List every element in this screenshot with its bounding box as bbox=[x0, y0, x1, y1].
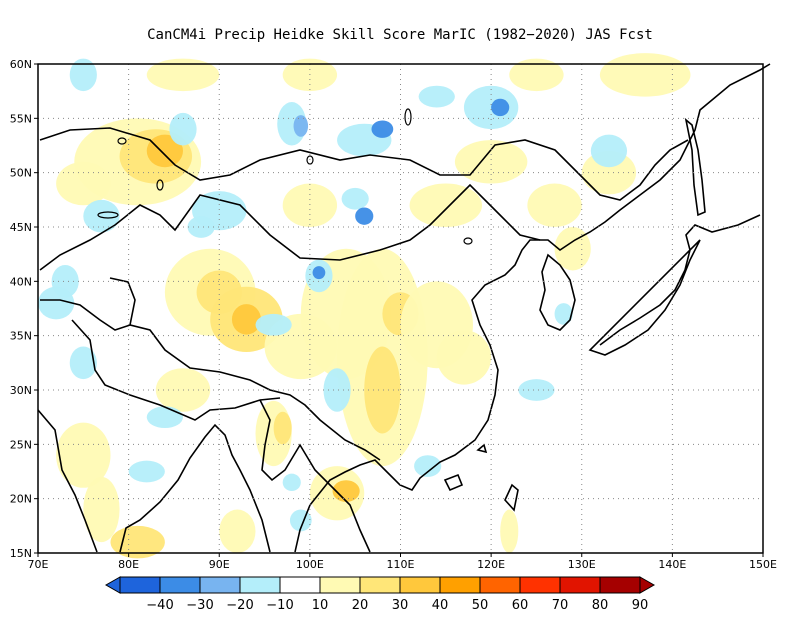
lon-tick-label: 70E bbox=[28, 558, 49, 571]
skill-patch bbox=[128, 460, 165, 483]
skill-patch bbox=[169, 112, 197, 146]
colorbar-label: −30 bbox=[186, 598, 213, 613]
lon-tick-label: 140E bbox=[658, 558, 686, 571]
lakes bbox=[97, 108, 473, 245]
colorbar-swatch bbox=[199, 576, 241, 594]
skill-patch bbox=[282, 473, 301, 492]
skill-patch bbox=[599, 53, 691, 97]
latitude-labels: 15N 20N 25N 30N 35N 40N 45N 50N 55N 60N bbox=[10, 58, 38, 560]
skill-patch bbox=[219, 509, 256, 553]
colorbar-label: 50 bbox=[472, 598, 489, 613]
lat-tick-label: 60N bbox=[10, 58, 32, 71]
skill-patch bbox=[454, 140, 528, 184]
colorbar-swatch bbox=[279, 576, 321, 594]
colorbar-swatch bbox=[359, 576, 401, 594]
colorbar-swatch bbox=[119, 576, 161, 594]
colorbar-swatch bbox=[599, 576, 641, 594]
skill-patch bbox=[500, 509, 519, 553]
skill-patch bbox=[56, 422, 111, 488]
lon-tick-label: 120E bbox=[477, 558, 505, 571]
lat-tick-label: 50N bbox=[10, 167, 32, 180]
coastlines bbox=[37, 63, 771, 553]
skill-patch bbox=[273, 411, 292, 445]
skill-patch bbox=[146, 134, 183, 168]
skill-patch bbox=[83, 199, 120, 233]
colorbar-label: −40 bbox=[146, 598, 173, 613]
colorbar-swatch bbox=[559, 576, 601, 594]
colorbar-label: 60 bbox=[512, 598, 529, 613]
colorbar-swatch bbox=[399, 576, 441, 594]
lat-tick-label: 15N bbox=[10, 547, 32, 560]
skill-patch bbox=[187, 216, 215, 238]
skill-patch bbox=[69, 346, 97, 380]
skill-patch bbox=[332, 480, 360, 502]
colorbar-low-arrow bbox=[104, 576, 121, 594]
colorbar-swatch bbox=[519, 576, 561, 594]
skill-patch bbox=[38, 286, 75, 320]
skill-patch bbox=[69, 58, 97, 92]
colorbar-swatch bbox=[319, 576, 361, 594]
skill-patch bbox=[414, 455, 442, 477]
lat-tick-label: 55N bbox=[10, 112, 32, 125]
skill-patch bbox=[146, 406, 183, 429]
colorbar-label: 20 bbox=[352, 598, 369, 613]
lat-tick-label: 45N bbox=[10, 221, 32, 234]
skill-patch bbox=[518, 379, 555, 401]
skill-patch bbox=[323, 368, 351, 412]
lat-tick-label: 40N bbox=[10, 275, 32, 288]
skill-patch bbox=[282, 183, 338, 227]
skill-patch bbox=[355, 207, 374, 225]
skill-patch bbox=[56, 161, 111, 206]
colorbar-label: −20 bbox=[226, 598, 253, 613]
skill-patch bbox=[491, 98, 510, 117]
longitude-labels: 70E 80E 90E 100E 110E 120E 130E 140E 150E bbox=[28, 553, 777, 571]
lon-tick-label: 110E bbox=[387, 558, 415, 571]
lon-tick-label: 130E bbox=[568, 558, 596, 571]
lat-tick-label: 25N bbox=[10, 438, 32, 451]
skill-patch bbox=[436, 330, 492, 385]
colorbar-label: 70 bbox=[552, 598, 569, 613]
colorbar-swatch bbox=[439, 576, 481, 594]
skill-patch bbox=[255, 313, 292, 336]
colorbar-swatch bbox=[159, 576, 201, 594]
skill-patch bbox=[83, 476, 120, 543]
skill-patch bbox=[418, 85, 455, 108]
colorbar-label: 30 bbox=[392, 598, 409, 613]
skill-patch bbox=[371, 120, 394, 138]
skill-patch bbox=[554, 303, 573, 325]
map-title: CanCM4i Precip Heidke Skill Score MarIC … bbox=[147, 27, 653, 43]
skill-patch bbox=[527, 183, 582, 227]
lon-tick-label: 100E bbox=[296, 558, 324, 571]
colorbar-swatch bbox=[239, 576, 281, 594]
colorbar-high-arrow bbox=[639, 576, 656, 594]
skill-patch bbox=[554, 227, 591, 271]
colorbar-label: 90 bbox=[632, 598, 649, 613]
skill-patch bbox=[231, 304, 261, 335]
graticule bbox=[38, 64, 763, 553]
colorbar-label: −10 bbox=[266, 598, 293, 613]
lon-tick-label: 150E bbox=[749, 558, 777, 571]
lon-tick-label: 80E bbox=[118, 558, 139, 571]
skill-patch bbox=[590, 134, 628, 168]
lon-tick-label: 90E bbox=[209, 558, 230, 571]
skill-patch bbox=[509, 58, 564, 92]
skill-score-shading bbox=[38, 53, 691, 559]
lat-tick-label: 35N bbox=[10, 330, 32, 343]
skill-patch bbox=[364, 346, 401, 434]
colorbar-label: 40 bbox=[432, 598, 449, 613]
lat-tick-label: 20N bbox=[10, 493, 32, 506]
skill-patch bbox=[409, 183, 483, 227]
skill-patch bbox=[293, 115, 309, 137]
colorbar-swatch bbox=[479, 576, 521, 594]
lat-tick-label: 30N bbox=[10, 384, 32, 397]
skill-patch bbox=[341, 187, 369, 210]
skill-patch bbox=[146, 58, 220, 92]
skill-patch bbox=[312, 266, 326, 280]
colorbar: −40 −30 −20 −10 10 20 30 40 50 60 70 80 90 bbox=[104, 576, 656, 613]
colorbar-label: 10 bbox=[312, 598, 329, 613]
colorbar-label: 80 bbox=[592, 598, 609, 613]
